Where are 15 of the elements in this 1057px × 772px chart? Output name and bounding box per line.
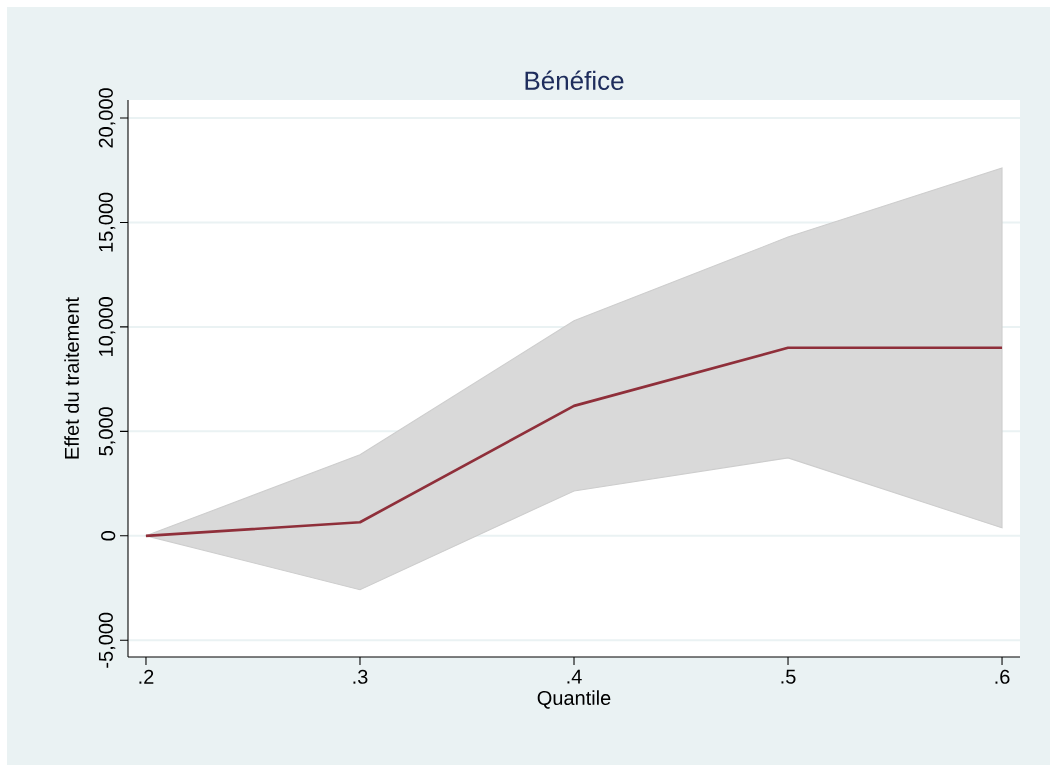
x-tick-label: .2 (139, 669, 154, 684)
x-tick-label: .3 (353, 669, 368, 684)
x-tick-label: .6 (995, 669, 1010, 684)
y-tick-label: 0 (101, 531, 116, 541)
x-tick-label: .5 (781, 669, 796, 684)
y-axis-title: Effet du traitement (64, 297, 79, 459)
y-tick-label: -5,000 (98, 612, 116, 668)
y-tick-label: 5,000 (98, 407, 116, 456)
y-tick-label: 10,000 (98, 297, 116, 356)
y-tick-label: 15,000 (98, 192, 116, 252)
chart-title: Bénéfice (525, 70, 624, 90)
line-series (144, 346, 1004, 538)
x-axis-title: Quantile (537, 690, 611, 709)
y-tick-label: 20,000 (98, 88, 116, 148)
x-tick-label: .4 (567, 669, 582, 684)
